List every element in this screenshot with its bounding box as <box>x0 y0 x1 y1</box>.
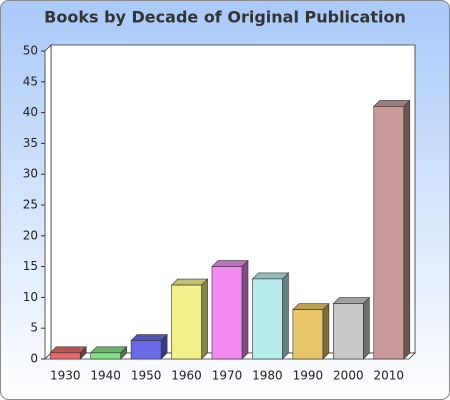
bar-front <box>49 352 81 360</box>
bar-side <box>363 296 370 360</box>
bar-front <box>90 352 121 360</box>
bar-top <box>292 303 330 311</box>
bar-top <box>332 297 371 304</box>
bar <box>373 99 411 360</box>
bar-side <box>201 278 208 360</box>
bar <box>292 302 330 360</box>
bar-top <box>170 278 209 286</box>
bar-front <box>333 303 364 360</box>
bar-front <box>130 340 162 360</box>
y-tick-label: 20 <box>23 228 38 242</box>
y-tick-label: 15 <box>23 259 38 273</box>
bar-front <box>252 278 283 360</box>
bar-side <box>241 259 249 360</box>
bar-top <box>373 100 411 107</box>
y-tick-label: 45 <box>23 74 38 88</box>
y-tick-label: 25 <box>23 198 38 212</box>
y-tick-label: 40 <box>23 105 38 119</box>
x-tick-label: 1950 <box>131 369 162 383</box>
bar-side <box>403 99 411 360</box>
x-tick-label: 1930 <box>50 369 81 383</box>
y-tick-label: 50 <box>23 44 38 58</box>
bar <box>49 346 87 360</box>
bar <box>251 272 290 360</box>
x-tick-label: 1970 <box>212 369 243 383</box>
y-tick-label: 10 <box>23 290 38 304</box>
x-tick-label: 1980 <box>252 369 283 383</box>
y-tick-label: 5 <box>30 321 38 335</box>
bar <box>332 296 371 360</box>
y-tick-label: 30 <box>23 167 38 181</box>
bar <box>211 259 249 360</box>
y-tick-label: 35 <box>23 136 38 150</box>
y-tick-label: 0 <box>30 352 38 366</box>
bar-top <box>130 334 168 341</box>
bar <box>170 278 209 360</box>
bar <box>89 346 128 360</box>
x-tick-label: 1940 <box>90 369 121 383</box>
x-tick-label: 1990 <box>293 369 324 383</box>
chart-title: Books by Decade of Original Publication <box>44 8 406 27</box>
bar-front <box>292 309 324 360</box>
plot-left-wall <box>44 44 52 360</box>
bar-side <box>322 302 330 360</box>
bar-side <box>282 272 289 360</box>
bar-front <box>171 284 202 360</box>
bar-top <box>49 346 87 354</box>
x-tick-label: 2000 <box>333 369 364 383</box>
bar-front <box>373 106 405 360</box>
bar-top <box>211 260 249 267</box>
bar-top <box>89 346 128 354</box>
x-tick-label: 1960 <box>171 369 202 383</box>
bar-top <box>251 272 290 280</box>
bar <box>130 333 168 360</box>
bar-front <box>211 266 243 360</box>
x-tick-label: 2010 <box>374 369 405 383</box>
